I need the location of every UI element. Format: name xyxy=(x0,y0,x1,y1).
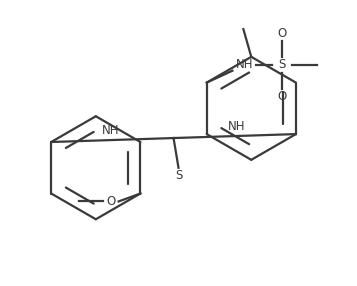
Text: S: S xyxy=(278,58,286,71)
Text: O: O xyxy=(106,195,115,208)
Text: O: O xyxy=(277,90,287,103)
Text: NH: NH xyxy=(236,58,253,71)
Text: O: O xyxy=(277,27,287,39)
Text: S: S xyxy=(175,169,182,182)
Text: NH: NH xyxy=(102,124,119,137)
Text: NH: NH xyxy=(228,120,246,133)
